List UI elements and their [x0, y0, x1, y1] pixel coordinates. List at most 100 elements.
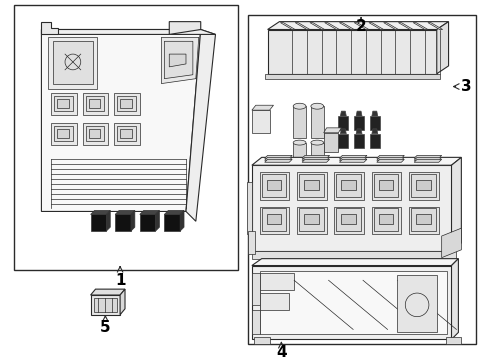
Polygon shape: [88, 129, 100, 138]
Text: 3: 3: [460, 79, 470, 94]
Polygon shape: [398, 23, 412, 30]
Polygon shape: [114, 94, 140, 115]
Polygon shape: [251, 266, 450, 339]
Polygon shape: [41, 30, 215, 35]
Polygon shape: [251, 105, 273, 110]
Polygon shape: [51, 123, 77, 145]
Polygon shape: [90, 211, 110, 215]
Polygon shape: [368, 23, 383, 30]
Polygon shape: [264, 157, 292, 160]
Polygon shape: [371, 111, 377, 116]
Polygon shape: [54, 126, 73, 141]
Polygon shape: [120, 289, 125, 315]
Polygon shape: [251, 258, 457, 266]
Bar: [247, 15, 475, 344]
Polygon shape: [355, 129, 361, 134]
Polygon shape: [251, 110, 269, 133]
Polygon shape: [339, 159, 366, 162]
Polygon shape: [397, 275, 436, 332]
Polygon shape: [373, 174, 398, 197]
Polygon shape: [373, 208, 398, 231]
Ellipse shape: [293, 103, 305, 109]
Polygon shape: [259, 172, 289, 200]
Text: 2: 2: [355, 19, 366, 34]
Polygon shape: [376, 159, 404, 162]
Polygon shape: [413, 159, 441, 162]
Polygon shape: [340, 129, 346, 134]
Polygon shape: [378, 180, 393, 190]
Polygon shape: [41, 30, 201, 211]
Polygon shape: [339, 157, 366, 160]
Text: 1: 1: [115, 273, 125, 288]
Polygon shape: [436, 22, 447, 74]
Polygon shape: [336, 208, 360, 231]
Polygon shape: [90, 215, 106, 231]
Text: 5: 5: [100, 320, 110, 335]
Polygon shape: [323, 133, 338, 152]
Polygon shape: [164, 215, 180, 231]
Polygon shape: [369, 134, 379, 148]
Polygon shape: [304, 215, 318, 224]
Bar: [14, 5, 238, 270]
Polygon shape: [115, 211, 135, 215]
Polygon shape: [293, 143, 305, 162]
Polygon shape: [302, 156, 329, 158]
Polygon shape: [57, 99, 69, 108]
Polygon shape: [309, 23, 324, 30]
Polygon shape: [378, 215, 393, 224]
Polygon shape: [51, 94, 77, 115]
Polygon shape: [415, 180, 430, 190]
Polygon shape: [251, 310, 259, 334]
Polygon shape: [259, 207, 289, 234]
Polygon shape: [106, 211, 110, 231]
Polygon shape: [264, 159, 292, 162]
Ellipse shape: [293, 140, 305, 145]
Polygon shape: [336, 174, 360, 197]
Polygon shape: [323, 128, 341, 133]
Polygon shape: [48, 37, 97, 89]
Polygon shape: [251, 273, 259, 305]
Polygon shape: [88, 99, 100, 108]
Polygon shape: [371, 207, 401, 234]
Polygon shape: [57, 129, 69, 138]
Polygon shape: [338, 116, 347, 130]
Polygon shape: [338, 134, 347, 148]
Polygon shape: [120, 129, 132, 138]
Polygon shape: [334, 172, 363, 200]
Polygon shape: [293, 106, 305, 138]
Polygon shape: [341, 215, 355, 224]
Polygon shape: [115, 215, 131, 231]
Polygon shape: [131, 211, 135, 231]
Polygon shape: [299, 174, 323, 197]
Polygon shape: [185, 30, 215, 221]
Polygon shape: [280, 23, 295, 30]
Polygon shape: [412, 23, 427, 30]
Polygon shape: [267, 30, 436, 74]
Polygon shape: [85, 126, 104, 141]
Polygon shape: [355, 111, 361, 116]
Polygon shape: [324, 23, 339, 30]
Polygon shape: [334, 207, 363, 234]
Polygon shape: [140, 215, 155, 231]
Polygon shape: [90, 289, 125, 295]
Polygon shape: [415, 215, 430, 224]
Polygon shape: [353, 134, 363, 148]
Polygon shape: [164, 41, 192, 79]
Polygon shape: [120, 99, 132, 108]
Polygon shape: [450, 157, 460, 251]
Polygon shape: [259, 293, 289, 310]
Polygon shape: [82, 123, 108, 145]
Polygon shape: [341, 180, 355, 190]
Polygon shape: [383, 23, 398, 30]
Polygon shape: [299, 208, 323, 231]
Polygon shape: [261, 174, 285, 197]
Polygon shape: [169, 22, 201, 35]
Polygon shape: [445, 337, 460, 344]
Polygon shape: [117, 96, 136, 111]
Ellipse shape: [310, 140, 323, 145]
Polygon shape: [339, 156, 366, 158]
Polygon shape: [267, 22, 447, 30]
Polygon shape: [140, 211, 159, 215]
Polygon shape: [441, 228, 460, 258]
Ellipse shape: [310, 103, 323, 109]
